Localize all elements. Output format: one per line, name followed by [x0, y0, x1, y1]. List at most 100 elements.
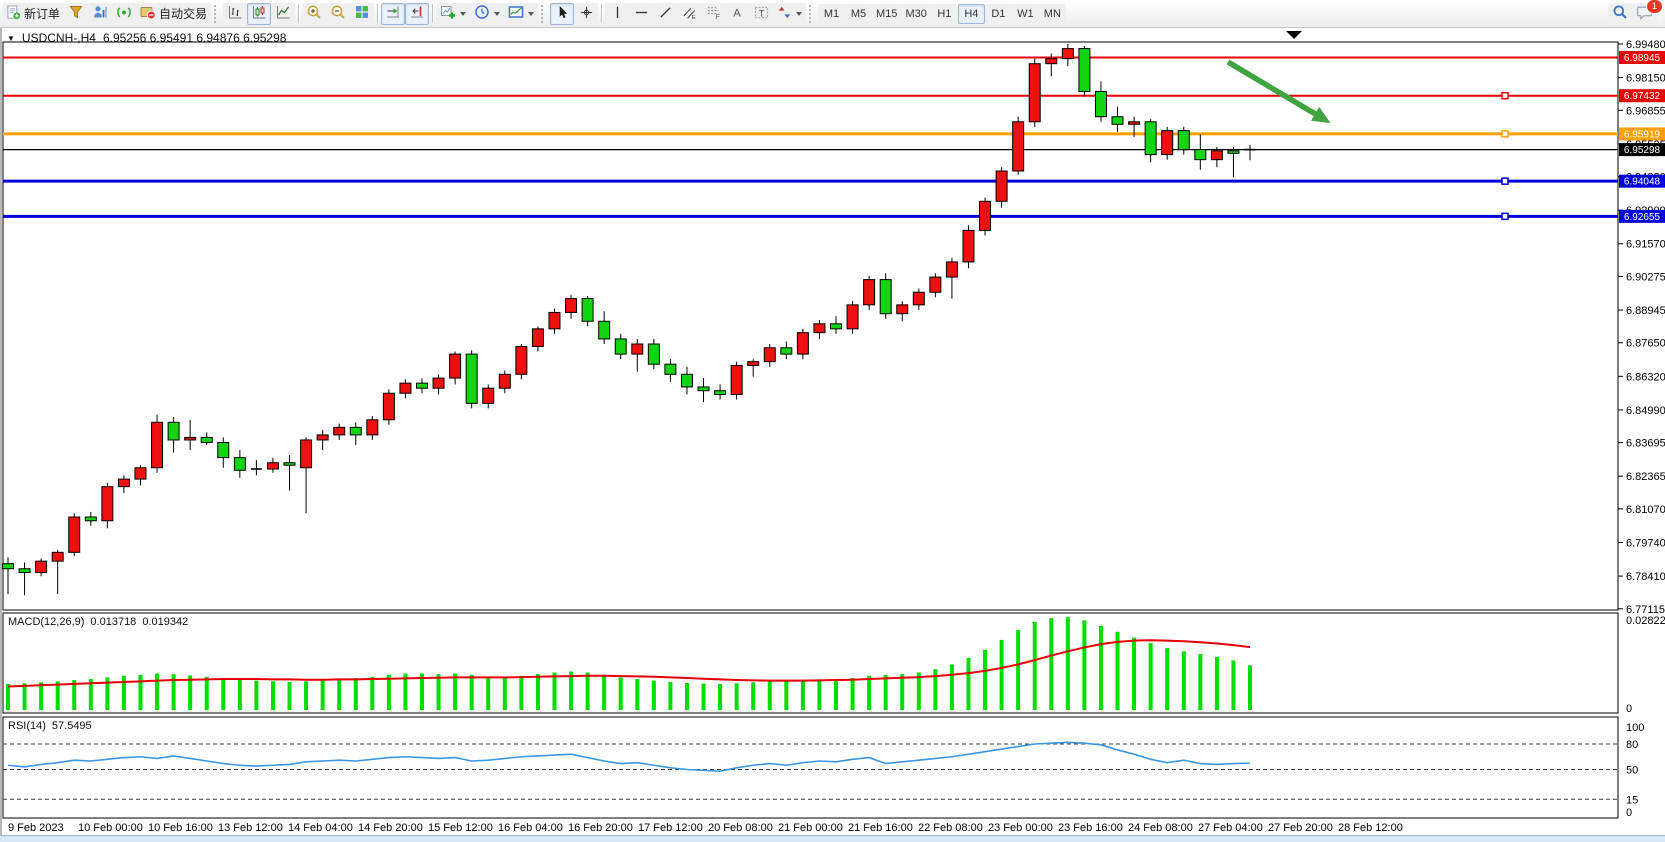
clock-icon — [474, 4, 490, 23]
macd-indicator-label: MACD(12,26,9) 0.013718 0.019342 — [8, 616, 188, 628]
cursor-tool-button[interactable] — [550, 2, 575, 25]
svg-text:A: A — [733, 7, 741, 19]
fibonacci-tool-button[interactable]: F — [701, 2, 726, 25]
text-label-tool-button[interactable]: T — [749, 2, 774, 25]
svg-text:22 Feb 08:00: 22 Feb 08:00 — [918, 822, 983, 834]
search-icon — [1612, 4, 1628, 23]
svg-text:10 Feb 16:00: 10 Feb 16:00 — [148, 822, 213, 834]
zoom-out-button[interactable] — [326, 2, 351, 25]
svg-text:16 Feb 20:00: 16 Feb 20:00 — [568, 822, 633, 834]
market-depth-button[interactable] — [88, 2, 113, 25]
timeframe-m5-button[interactable]: M5 — [845, 3, 873, 24]
vertical-line-tool-button[interactable] — [605, 2, 630, 25]
svg-text:6.78410: 6.78410 — [1626, 571, 1665, 583]
tile-windows-button[interactable] — [350, 2, 375, 25]
svg-text:20 Feb 08:00: 20 Feb 08:00 — [708, 822, 773, 834]
vertical-line-icon — [610, 5, 625, 23]
svg-text:6.88945: 6.88945 — [1626, 305, 1665, 317]
channel-tool-button[interactable]: E — [677, 2, 702, 25]
timeframe-m1-button[interactable]: M1 — [818, 3, 846, 24]
rsi-value: 57.5495 — [51, 720, 92, 732]
svg-text:6.92655: 6.92655 — [1624, 212, 1661, 223]
line-chart-icon — [275, 4, 291, 23]
rsi-name: RSI(14) — [8, 720, 46, 732]
template-button[interactable] — [504, 2, 539, 25]
svg-text:9 Feb 2023: 9 Feb 2023 — [8, 822, 64, 834]
bar-chart-icon — [227, 4, 243, 23]
template-icon — [508, 4, 524, 23]
signals-button[interactable] — [112, 2, 137, 25]
trendline-icon — [658, 5, 673, 23]
add-indicator-button[interactable] — [436, 2, 471, 25]
line-chart-button[interactable] — [271, 2, 296, 25]
collapse-subwindow-icon[interactable]: ▼ — [7, 33, 15, 43]
svg-text:0.028227: 0.028227 — [1626, 615, 1665, 627]
new-order-icon — [6, 4, 21, 23]
channel-icon: E — [682, 5, 697, 23]
svg-text:27 Feb 20:00: 27 Feb 20:00 — [1268, 822, 1333, 834]
svg-text:6.96855: 6.96855 — [1626, 105, 1665, 117]
svg-text:6.95919: 6.95919 — [1624, 129, 1661, 140]
status-bar-edge — [0, 835, 1665, 842]
svg-text:6.97432: 6.97432 — [1624, 91, 1661, 102]
chart-shift-icon — [409, 4, 425, 23]
timeframe-mn-button[interactable]: MN — [1038, 3, 1066, 24]
dropdown-arrow-icon — [796, 11, 803, 16]
trendline-tool-button[interactable] — [653, 2, 678, 25]
toolbar: 新订单 自动交易 E F A T — [0, 0, 1665, 28]
bar-chart-button[interactable] — [223, 2, 248, 25]
horizontal-line-tool-button[interactable] — [629, 2, 654, 25]
timeframe-h1-button[interactable]: H1 — [930, 3, 958, 24]
svg-text:27 Feb 04:00: 27 Feb 04:00 — [1198, 822, 1263, 834]
new-order-button[interactable]: 新订单 — [2, 2, 65, 25]
svg-text:6.90275: 6.90275 — [1626, 271, 1665, 283]
crosshair-tool-button[interactable] — [574, 2, 599, 25]
timeframe-m30-button[interactable]: M30 — [901, 3, 931, 24]
svg-text:E: E — [691, 15, 695, 20]
crosshair-icon — [579, 5, 594, 23]
timeframe-d1-button[interactable]: D1 — [984, 3, 1012, 24]
svg-text:15 Feb 12:00: 15 Feb 12:00 — [428, 822, 493, 834]
auto-scroll-button[interactable] — [381, 2, 406, 25]
signal-icon — [116, 4, 132, 23]
zoom-in-button[interactable] — [302, 2, 327, 25]
svg-text:10 Feb 00:00: 10 Feb 00:00 — [78, 822, 143, 834]
candlestick-chart-button[interactable] — [247, 2, 272, 25]
svg-text:6.98945: 6.98945 — [1624, 53, 1661, 64]
svg-text:100: 100 — [1626, 722, 1644, 734]
auto-trading-label: 自动交易 — [159, 7, 208, 21]
search-button[interactable] — [1608, 2, 1632, 25]
dropdown-arrow-icon — [528, 11, 535, 16]
svg-text:6.83695: 6.83695 — [1626, 438, 1665, 450]
timeframe-m15-button[interactable]: M15 — [872, 3, 902, 24]
new-order-label: 新订单 — [24, 7, 61, 21]
zoom-in-icon — [306, 4, 322, 23]
chart-shift-button[interactable] — [405, 2, 430, 25]
tile-windows-icon — [354, 4, 370, 23]
period-button[interactable] — [470, 2, 505, 25]
text-tool-button[interactable]: A — [725, 2, 750, 25]
macd-signal-value: 0.019342 — [142, 616, 189, 628]
zoom-out-icon — [330, 4, 346, 23]
arrows-tool-button[interactable] — [773, 2, 807, 25]
notifications-button[interactable]: 1 — [1632, 0, 1663, 25]
toolbar-grip — [541, 4, 547, 23]
svg-text:14 Feb 04:00: 14 Feb 04:00 — [288, 822, 353, 834]
market-watch-button[interactable] — [64, 2, 89, 25]
text-label-icon: T — [754, 5, 769, 23]
svg-text:16 Feb 04:00: 16 Feb 04:00 — [498, 822, 563, 834]
auto-trading-button[interactable]: 自动交易 — [136, 2, 212, 25]
svg-text:28 Feb 12:00: 28 Feb 12:00 — [1338, 822, 1403, 834]
svg-text:F: F — [715, 14, 719, 20]
timeframe-h4-button[interactable]: H4 — [957, 3, 985, 24]
chart-symbol-period: USDCNH-,H4 — [21, 31, 96, 45]
svg-text:23 Feb 16:00: 23 Feb 16:00 — [1058, 822, 1123, 834]
toolbar-separator — [601, 4, 603, 23]
dropdown-arrow-icon — [460, 11, 467, 16]
chart-title: ▼ USDCNH-,H4 6.95256 6.95491 6.94876 6.9… — [7, 31, 286, 45]
person-chart-icon — [92, 4, 108, 23]
svg-text:80: 80 — [1626, 739, 1638, 751]
timeframe-w1-button[interactable]: W1 — [1011, 3, 1039, 24]
